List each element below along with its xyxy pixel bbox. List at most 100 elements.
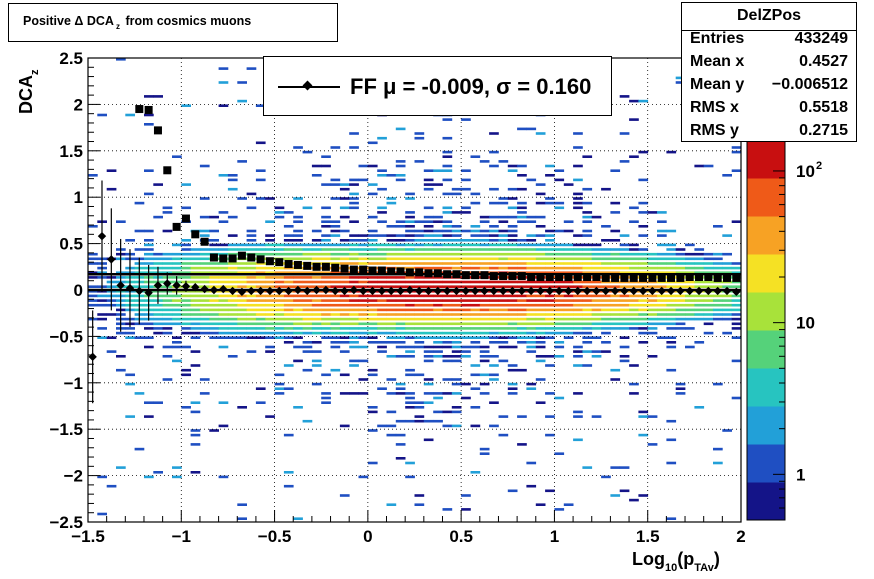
heatmap-cell — [573, 146, 583, 149]
heatmap-cell — [647, 415, 658, 418]
heatmap-cell — [582, 271, 593, 274]
heatmap-cell — [265, 234, 275, 237]
heatmap-cell — [563, 266, 574, 270]
heatmap-cell — [573, 345, 583, 349]
heatmap-cell — [470, 243, 481, 247]
heatmap-cell — [414, 239, 425, 242]
heatmap-cell — [255, 252, 266, 256]
heatmap-cell — [619, 95, 630, 98]
heatmap-cell — [423, 276, 434, 279]
heatmap-cell — [423, 229, 434, 233]
heatmap-cell — [386, 285, 397, 288]
heatmap-cell — [451, 243, 462, 247]
heatmap-cell — [713, 266, 723, 270]
heatmap-cell — [283, 211, 294, 214]
heatmap-cell — [517, 206, 527, 210]
heatmap-cell — [321, 276, 331, 279]
heatmap-cell — [713, 271, 723, 274]
heatmap-cell — [451, 410, 462, 414]
mean-point — [732, 287, 741, 297]
heatmap-cell — [311, 322, 322, 326]
heatmap-cell — [610, 271, 621, 274]
heatmap-cell — [181, 262, 191, 265]
heatmap-cell — [442, 257, 453, 261]
heatmap-cell — [339, 373, 350, 377]
stats-row-mean-y: Mean y −0.006512 — [690, 76, 848, 98]
heatmap-cell — [386, 252, 397, 256]
heatmap-cell — [162, 317, 173, 321]
heatmap-cell — [293, 220, 303, 223]
heatmap-cell — [545, 355, 555, 358]
heatmap-cell — [339, 308, 350, 312]
heatmap-cell — [265, 331, 275, 335]
mean-point — [265, 286, 275, 296]
heatmap-cell — [507, 336, 518, 339]
x-label-main: Log — [632, 549, 665, 569]
heatmap-cell — [283, 471, 294, 474]
heatmap-cell — [666, 419, 677, 423]
heatmap-cell — [433, 313, 443, 316]
heatmap-cell — [451, 192, 462, 196]
heatmap-cell — [321, 294, 331, 298]
heatmap-cell — [629, 285, 639, 288]
x-tick-label: 1.5 — [636, 527, 660, 546]
heatmap-cell — [395, 178, 406, 182]
heatmap-cell — [489, 322, 499, 326]
title-sub: z — [115, 22, 120, 31]
heatmap-cell — [302, 322, 313, 326]
mean-point — [648, 286, 657, 296]
heatmap-cell — [479, 350, 490, 353]
heatmap-cell — [367, 368, 378, 372]
heatmap-cell — [470, 336, 481, 339]
heatmap-cell — [144, 169, 154, 172]
heatmap-cell — [601, 327, 611, 330]
heatmap-cell — [591, 322, 602, 326]
rms-point — [471, 271, 480, 280]
heatmap-cell — [489, 299, 499, 302]
heatmap-cell — [451, 341, 462, 344]
heatmap-cell — [274, 303, 285, 307]
heatmap-cell — [526, 127, 537, 131]
mean-point — [312, 285, 321, 295]
heatmap-cell — [339, 494, 350, 497]
heatmap-cell — [619, 345, 630, 349]
heatmap-cell — [181, 276, 191, 279]
heatmap-cell — [237, 271, 247, 274]
heatmap-cell — [321, 317, 331, 321]
heatmap-cell — [713, 303, 723, 307]
heatmap-cell — [545, 327, 555, 330]
mean-point — [424, 286, 433, 296]
heatmap-cell — [573, 392, 583, 395]
heatmap-cell — [423, 350, 434, 353]
heatmap-cell — [582, 299, 593, 302]
heatmap-cell — [199, 322, 210, 326]
heatmap-cell — [255, 276, 266, 279]
heatmap-cell — [638, 150, 649, 154]
heatmap-cell — [377, 303, 387, 307]
heatmap-cell — [125, 327, 135, 330]
heatmap-cell — [339, 252, 350, 256]
heatmap-cell — [638, 299, 649, 302]
heatmap-cell — [405, 294, 415, 298]
rms-point — [536, 273, 545, 282]
heatmap-cell — [498, 345, 509, 349]
heatmap-cell — [423, 419, 434, 423]
mean-point — [144, 288, 153, 297]
heatmap-cell — [367, 429, 378, 432]
stats-label: RMS y — [690, 122, 739, 139]
heatmap-cell — [526, 262, 537, 265]
heatmap-cell — [199, 280, 210, 284]
rms-point — [191, 230, 200, 239]
stats-label: Mean x — [690, 53, 745, 70]
heatmap-cell — [675, 299, 686, 302]
heatmap-cell — [442, 234, 453, 237]
heatmap-cell — [433, 257, 443, 261]
heatmap-cell — [283, 285, 294, 288]
heatmap-cell — [526, 243, 537, 247]
heatmap-cell — [88, 225, 98, 228]
heatmap-cell — [209, 229, 219, 233]
heatmap-cell — [199, 313, 210, 316]
heatmap-cell — [255, 317, 266, 321]
heatmap-cell — [274, 276, 285, 279]
rms-point — [275, 258, 284, 267]
